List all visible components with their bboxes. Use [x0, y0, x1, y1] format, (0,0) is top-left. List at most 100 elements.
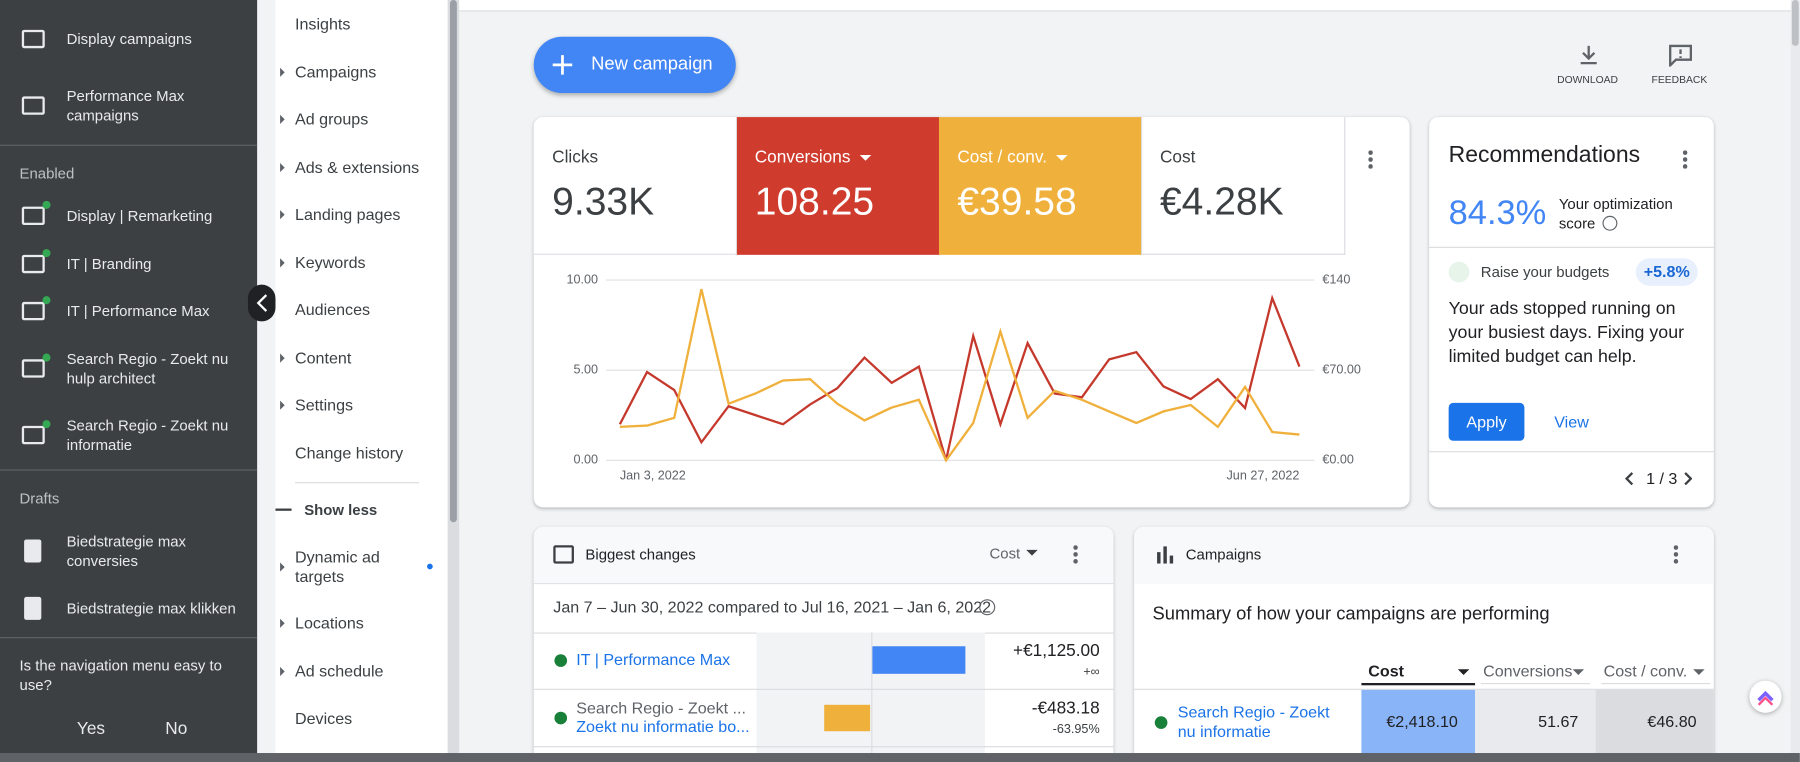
menu-item[interactable]: Settings	[295, 395, 354, 414]
expand-arrow	[280, 210, 285, 220]
expand-arrow	[280, 258, 285, 268]
nav-item[interactable]: IT | Performance Max	[66, 302, 210, 320]
card-icon	[1156, 545, 1174, 564]
survey-question: Is the navigation menu easy to use?	[19, 656, 222, 694]
pager-arrows[interactable]	[1621, 469, 1693, 487]
column-header[interactable]: Conversions	[1483, 661, 1573, 681]
campaign-link[interactable]: Search Regio - Zoekt nu informatie	[1177, 702, 1330, 741]
feedback-icon[interactable]	[1668, 44, 1693, 69]
scorecard[interactable]	[533, 117, 737, 255]
scrollbar-track	[1790, 0, 1800, 762]
download-icon[interactable]	[1577, 44, 1600, 67]
campaign-link[interactable]: Zoekt nu informatie bo...	[576, 716, 750, 736]
menu-item[interactable]: Landing pages	[295, 204, 401, 224]
column-header[interactable]: Cost / conv.	[1603, 661, 1688, 681]
apply-label[interactable]: Apply	[1466, 412, 1507, 432]
status-dot	[42, 200, 51, 209]
menu-item[interactable]: Change history	[295, 443, 404, 463]
help-icon[interactable]	[1602, 215, 1618, 231]
menu-item[interactable]: Locations	[295, 613, 364, 632]
download-label[interactable]: DOWNLOAD	[1557, 74, 1618, 86]
score-label: Your optimization score	[1558, 195, 1673, 232]
nav-item[interactable]: IT | Branding	[66, 255, 152, 273]
top-bar	[459, 0, 1800, 12]
menu-item[interactable]: Insights	[295, 14, 351, 33]
menu-item[interactable]: Ads & extensions	[295, 157, 420, 177]
suggestion-title: Raise your budgets	[1480, 263, 1610, 281]
divider	[1429, 246, 1714, 248]
divider	[533, 688, 1114, 690]
help-icon[interactable]	[979, 599, 996, 616]
dropdown-arrow	[1026, 549, 1038, 556]
expand-arrow	[280, 163, 285, 173]
more-button[interactable]	[1682, 150, 1688, 169]
more-button[interactable]	[1673, 545, 1679, 564]
more-button[interactable]	[1073, 545, 1078, 564]
feedback-label[interactable]: FEEDBACK	[1651, 74, 1708, 86]
scorecard-label[interactable]: Cost	[1159, 147, 1196, 168]
scorecard-value: €39.58	[957, 180, 1077, 224]
view-button[interactable]: View	[1554, 412, 1589, 432]
menu-item[interactable]: Ad schedule	[295, 661, 384, 681]
recommendations-card	[1429, 117, 1714, 508]
menu-item[interactable]: Dynamic ad targets	[295, 547, 380, 586]
floating-button[interactable]	[1749, 680, 1782, 713]
expand-arrow	[280, 67, 285, 77]
menu-item[interactable]: Ad groups	[295, 109, 369, 128]
no-button[interactable]: No	[165, 719, 188, 739]
scorecard-label[interactable]: Cost / conv.	[957, 147, 1047, 168]
suggestion-message: Your ads stopped running on your busiest…	[1448, 299, 1685, 367]
menu-item[interactable]: Devices	[295, 708, 353, 728]
yes-button[interactable]: Yes	[76, 719, 106, 739]
uplift-pill	[1635, 258, 1698, 286]
new-dot	[427, 563, 433, 570]
more-button[interactable]	[1368, 150, 1373, 169]
scorecard[interactable]	[1141, 117, 1345, 255]
nav-item[interactable]: Search Regio - Zoekt nu hulp architect	[66, 350, 229, 387]
dropdown-arrow	[1572, 669, 1585, 675]
menu-item[interactable]: Keywords	[295, 253, 366, 272]
sidebar	[0, 0, 258, 762]
nav-item[interactable]: Performance Max campaigns	[66, 86, 185, 124]
cell-shade	[1595, 689, 1714, 762]
divider	[0, 144, 258, 146]
menu-item[interactable]: Audiences	[295, 300, 371, 319]
change-bar	[872, 646, 966, 674]
collapse-button[interactable]	[247, 284, 276, 322]
nav-icon	[21, 206, 45, 225]
divider	[0, 637, 258, 639]
button-label[interactable]: New campaign	[591, 54, 713, 75]
scorecard-label[interactable]: Conversions	[754, 147, 851, 168]
nav-item[interactable]: Display | Remarketing	[66, 207, 213, 225]
nav-icon	[21, 301, 45, 321]
divider	[1429, 451, 1714, 453]
divider	[1134, 688, 1714, 690]
nav-icon	[21, 95, 45, 115]
campaign-link[interactable]: IT | Performance Max	[576, 650, 731, 669]
new-campaign-button[interactable]	[533, 36, 736, 93]
change-percent: -63.95%	[1052, 722, 1100, 737]
nav-item[interactable]: Biedstrategie max klikken	[66, 599, 236, 617]
column-header[interactable]: Cost	[1368, 661, 1405, 681]
metric-select[interactable]: Cost	[989, 544, 1021, 562]
scorecard-label[interactable]: Clicks	[552, 147, 599, 168]
nav-item[interactable]: Display campaigns	[66, 30, 192, 48]
nav-item[interactable]: Biedstrategie max conversies	[66, 532, 187, 569]
card-title: Biggest changes	[585, 545, 696, 564]
scorecard[interactable]	[736, 117, 940, 255]
menu-item[interactable]: Content	[295, 348, 352, 367]
nav-item[interactable]: Search Regio - Zoekt nu informatie	[66, 416, 229, 454]
status-dot	[42, 296, 51, 305]
collapse-icon	[275, 508, 292, 511]
change-value: -€483.18	[1031, 698, 1100, 719]
show-less-button[interactable]: Show less	[304, 501, 378, 519]
campaign-name[interactable]: Search Regio - Zoekt ...	[576, 698, 746, 717]
status-dot	[554, 711, 568, 725]
menu-item[interactable]: Campaigns	[295, 62, 377, 81]
nav-icon	[24, 596, 42, 620]
nav-icon	[21, 254, 45, 274]
zero-line	[871, 632, 873, 762]
nav-icon	[21, 29, 45, 49]
apply-button[interactable]	[1448, 402, 1525, 441]
